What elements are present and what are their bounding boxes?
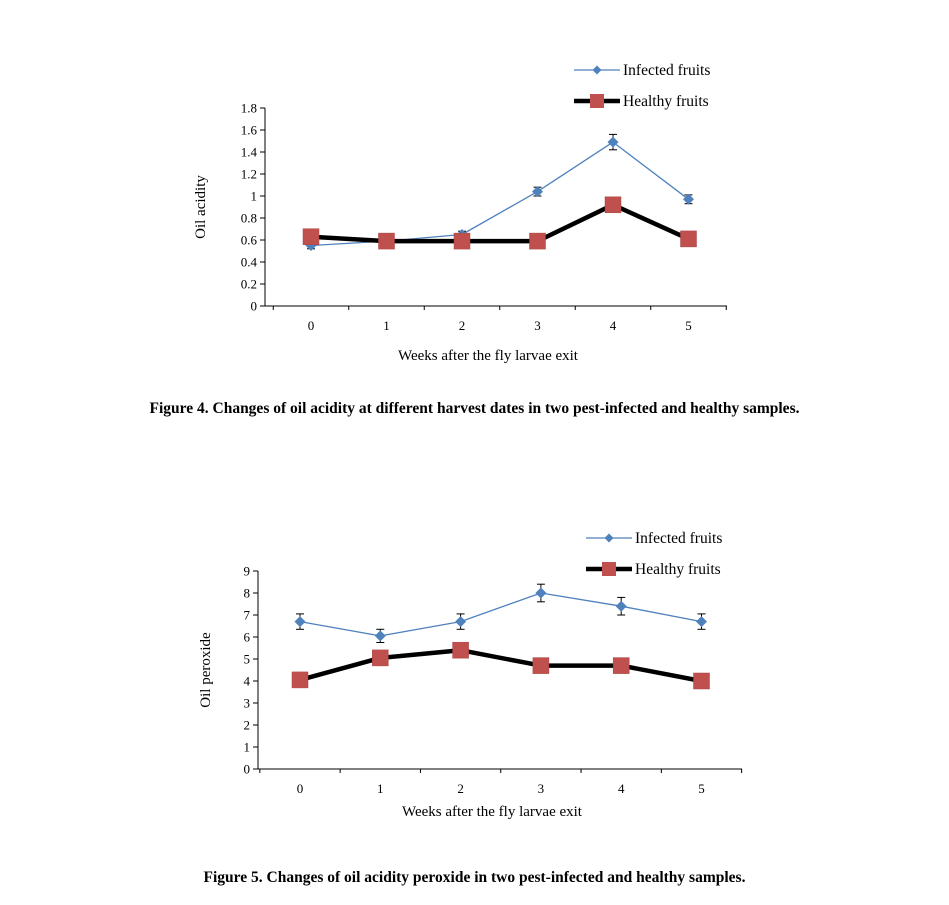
fig5-data-point-healthy — [291, 671, 309, 689]
fig5-legend-marker — [604, 533, 614, 543]
fig5-x-tick-label: 3 — [538, 781, 545, 796]
fig5-y-tick-label: 6 — [244, 630, 251, 645]
fig5-legend-label: Infected fruits — [635, 530, 722, 547]
fig5-y-tick-label: 7 — [244, 608, 251, 623]
fig4-x-tick-label: 1 — [383, 318, 390, 333]
fig5-y-axis-title: Oil peroxide — [198, 632, 214, 708]
fig4-series-line-infected — [310, 141, 689, 247]
fig5-x-tick-label: 5 — [698, 781, 705, 796]
fig5-y-tick-label: 5 — [244, 652, 251, 667]
fig5-series-line-healthy — [299, 647, 702, 684]
figure-4-caption: Figure 4. Changes of oil acidity at diff… — [149, 400, 800, 417]
fig4-data-point-healthy — [604, 196, 622, 214]
fig4-data-point-infected — [532, 186, 543, 198]
fig5-y-tick-label: 9 — [244, 564, 251, 579]
fig5-y-tick-label: 3 — [244, 696, 251, 711]
fig5-x-tick-label: 0 — [297, 781, 304, 796]
fig5-data-point-infected — [535, 587, 547, 599]
fig5-x-tick-label: 1 — [377, 781, 384, 796]
fig5-y-tick-label: 2 — [244, 718, 251, 733]
fig5-y-tick-label: 1 — [244, 740, 251, 755]
fig4-legend-marker — [590, 94, 604, 108]
fig5-y-tick-label: 0 — [244, 762, 251, 777]
figure-4: 0 0.2 0.4 0.6 0.8 1 1.2 1.4 1.6 1.8 0 1 2 3 4 5 Weeks af… — [0, 0, 949, 440]
chart-oil-acidity: 0 0.2 0.4 0.6 0.8 1 1.2 1.4 1.6 1.8 0 1 2 3 4 5 Weeks af… — [193, 62, 727, 364]
fig4-y-tick-label: 1 — [251, 189, 258, 204]
chart-oil-peroxide: 0 1 2 3 4 5 6 7 8 9 0 1 2 3 4 5 Weeks after the fly larv… — [198, 530, 743, 820]
fig5-data-point-healthy — [452, 641, 469, 659]
fig4-data-point-infected — [607, 136, 619, 148]
fig4-x-tick-label: 4 — [610, 318, 617, 333]
fig4-data-point-healthy — [453, 232, 471, 250]
fig4-x-tick-label: 2 — [459, 318, 466, 333]
fig4-y-tick-label: 0 — [251, 299, 258, 314]
fig4-y-tick-label: 0.4 — [241, 255, 258, 270]
fig4-x-axis-title: Weeks after the fly larvae exit — [398, 348, 579, 364]
fig5-legend-marker — [602, 562, 616, 576]
fig5-x-tick-label: 4 — [618, 781, 625, 796]
fig4-y-axis-title: Oil acidity — [193, 175, 209, 239]
fig4-x-tick-label: 3 — [534, 318, 541, 333]
fig5-y-tick-label: 4 — [244, 674, 251, 689]
fig4-data-point-healthy — [680, 230, 697, 248]
figure-5: 0 1 2 3 4 5 6 7 8 9 0 1 2 3 4 5 Weeks after the fly larv… — [0, 440, 949, 905]
fig5-legend-label: Healthy fruits — [635, 561, 721, 578]
fig4-y-tick-label: 0.2 — [241, 277, 257, 292]
figure-5-caption: Figure 5. Changes of oil acidity peroxid… — [203, 869, 746, 886]
fig5-data-point-healthy — [372, 649, 389, 667]
fig5-y-tick-label: 8 — [244, 586, 251, 601]
fig4-y-tick-label: 1.6 — [241, 123, 258, 138]
fig4-series-line-healthy — [310, 202, 690, 244]
fig4-data-point-healthy — [529, 232, 546, 250]
fig4-x-tick-label: 0 — [308, 318, 315, 333]
fig4-y-tick-label: 1.8 — [241, 101, 257, 116]
fig4-y-tick-label: 0.6 — [241, 233, 258, 248]
fig4-data-point-healthy — [378, 232, 395, 250]
fig5-data-point-infected — [294, 616, 306, 628]
fig4-data-point-infected — [683, 193, 694, 205]
fig5-data-point-infected — [455, 616, 467, 628]
fig5-data-point-healthy — [612, 657, 630, 674]
fig4-y-tick-label: 0.8 — [241, 211, 257, 226]
fig5-series-line-infected — [299, 592, 702, 637]
fig4-y-tick-label: 1.2 — [241, 167, 257, 182]
fig5-data-point-infected — [696, 616, 707, 628]
fig5-x-tick-label: 2 — [457, 781, 464, 796]
fig4-legend-label: Infected fruits — [623, 62, 710, 79]
fig5-data-point-infected — [374, 630, 386, 642]
fig4-data-point-healthy — [302, 228, 320, 245]
fig4-legend-marker — [592, 65, 602, 75]
fig5-data-point-infected — [615, 600, 627, 612]
fig4-y-tick-label: 1.4 — [241, 145, 258, 160]
fig4-x-tick-label: 5 — [685, 318, 692, 333]
fig5-x-axis-title: Weeks after the fly larvae exit — [402, 804, 583, 820]
fig4-legend-label: Healthy fruits — [623, 93, 709, 110]
fig5-data-point-healthy — [532, 657, 550, 674]
fig5-data-point-healthy — [693, 672, 710, 690]
